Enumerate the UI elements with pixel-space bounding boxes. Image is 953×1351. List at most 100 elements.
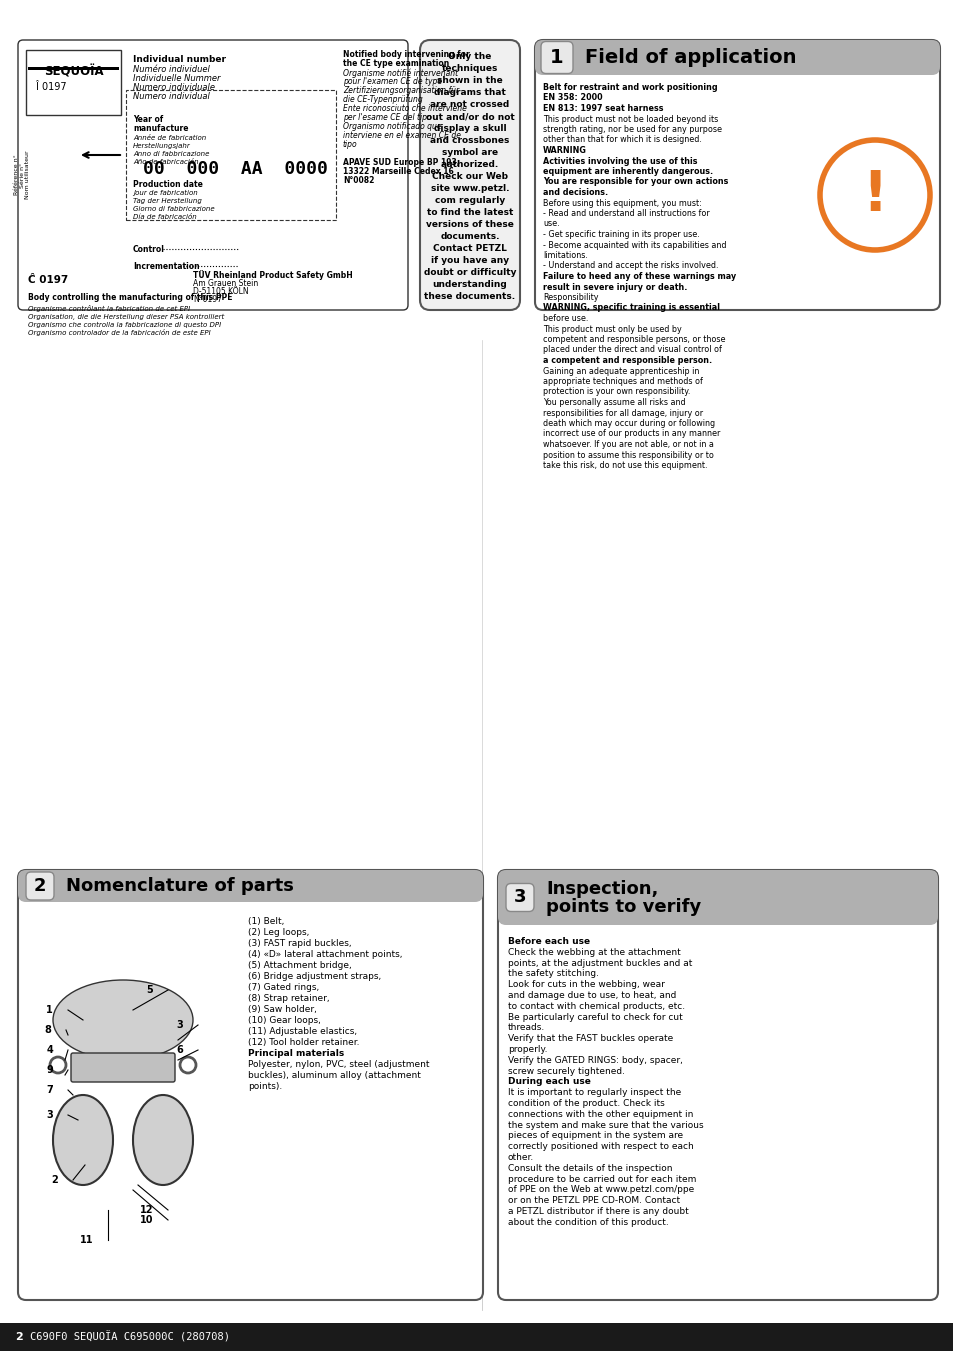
Text: (3) FAST rapid buckles,: (3) FAST rapid buckles,: [248, 939, 352, 948]
Text: 13322 Marseille Cedex 16: 13322 Marseille Cedex 16: [343, 168, 454, 176]
Text: Ente riconosciuto che interviene: Ente riconosciuto che interviene: [343, 104, 466, 113]
Text: Année de fabrication: Année de fabrication: [132, 135, 206, 141]
Text: Numéro individuel: Numéro individuel: [132, 65, 210, 74]
Text: 9: 9: [46, 1065, 53, 1075]
Text: com regularly: com regularly: [435, 196, 504, 205]
Text: Field of application: Field of application: [584, 49, 796, 68]
Text: - Become acquainted with its capabilities and: - Become acquainted with its capabilitie…: [542, 240, 726, 250]
Text: Look for cuts in the webbing, wear: Look for cuts in the webbing, wear: [507, 981, 664, 989]
Text: APAVE SUD Europe BP 193,: APAVE SUD Europe BP 193,: [343, 158, 459, 168]
Text: Herstellungsjahr: Herstellungsjahr: [132, 143, 191, 149]
Text: protection is your own responsibility.: protection is your own responsibility.: [542, 388, 690, 396]
Text: 3: 3: [46, 1111, 53, 1120]
Text: Incrementation: Incrementation: [132, 262, 199, 272]
Text: (7) Gated rings,: (7) Gated rings,: [248, 984, 319, 992]
Text: (12) Tool holder retainer.: (12) Tool holder retainer.: [248, 1038, 359, 1047]
Text: N°0197: N°0197: [193, 295, 222, 304]
Text: techniques: techniques: [441, 63, 497, 73]
Ellipse shape: [53, 979, 193, 1061]
Text: points to verify: points to verify: [545, 898, 700, 916]
Text: Year of: Year of: [132, 115, 163, 124]
Text: Individuelle Nummer: Individuelle Nummer: [132, 74, 220, 82]
Text: Gaining an adequate apprenticeship in: Gaining an adequate apprenticeship in: [542, 366, 699, 376]
Text: placed under the direct and visual control of: placed under the direct and visual contr…: [542, 346, 721, 354]
Text: threads.: threads.: [507, 1024, 545, 1032]
Text: or on the PETZL PPE CD-ROM. Contact: or on the PETZL PPE CD-ROM. Contact: [507, 1196, 679, 1205]
Text: a competent and responsible person.: a competent and responsible person.: [542, 357, 711, 365]
Text: (2) Leg loops,: (2) Leg loops,: [248, 928, 309, 938]
FancyBboxPatch shape: [535, 41, 939, 309]
Text: Individual number: Individual number: [132, 55, 226, 63]
Text: and damage due to use, to heat, and: and damage due to use, to heat, and: [507, 992, 676, 1000]
Text: Body controlling the manufacturing of this PPE: Body controlling the manufacturing of th…: [28, 293, 233, 303]
Text: other than that for which it is designed.: other than that for which it is designed…: [542, 135, 701, 145]
Text: 7: 7: [46, 1085, 53, 1096]
Text: buckles), aluminum alloy (attachment: buckles), aluminum alloy (attachment: [248, 1071, 420, 1079]
Text: documents.: documents.: [439, 232, 499, 240]
Text: Only the: Only the: [448, 51, 491, 61]
Text: !: !: [862, 168, 886, 222]
Text: the system and make sure that the various: the system and make sure that the variou…: [507, 1120, 703, 1129]
Text: interviene en el examen CE de: interviene en el examen CE de: [343, 131, 460, 141]
Text: 3: 3: [514, 889, 526, 907]
Text: D-51105 KÖLN: D-51105 KÖLN: [193, 286, 249, 296]
Text: points).: points).: [248, 1082, 282, 1092]
Text: (6) Bridge adjustment straps,: (6) Bridge adjustment straps,: [248, 971, 381, 981]
Text: Inspection,: Inspection,: [545, 881, 658, 898]
Text: result in severe injury or death.: result in severe injury or death.: [542, 282, 687, 292]
Text: responsibilities for all damage, injury or: responsibilities for all damage, injury …: [542, 408, 702, 417]
Text: Check the webbing at the attachment: Check the webbing at the attachment: [507, 948, 680, 957]
Text: versions of these: versions of these: [426, 220, 514, 230]
Text: C690F0 SEQUOÏA C695000C (280708): C690F0 SEQUOÏA C695000C (280708): [30, 1331, 230, 1343]
Text: and crossbones: and crossbones: [430, 136, 509, 145]
Text: WARNING: WARNING: [542, 146, 586, 155]
Text: Organisation, die die Herstellung dieser PSA kontrolliert: Organisation, die die Herstellung dieser…: [28, 313, 224, 320]
Text: Notified body intervening for: Notified body intervening for: [343, 50, 469, 59]
Text: This product must not be loaded beyond its: This product must not be loaded beyond i…: [542, 115, 718, 123]
Text: shown in the: shown in the: [436, 76, 502, 85]
Text: Organismo che controlla la fabbricazione di questo DPI: Organismo che controlla la fabbricazione…: [28, 322, 221, 328]
Text: the CE type examination: the CE type examination: [343, 59, 449, 68]
Text: Principal materials: Principal materials: [248, 1048, 344, 1058]
Text: 4: 4: [46, 1046, 53, 1055]
Text: Before using this equipment, you must:: Before using this equipment, you must:: [542, 199, 701, 208]
Text: 2: 2: [51, 1175, 58, 1185]
Text: (5) Attachment bridge,: (5) Attachment bridge,: [248, 961, 352, 970]
Text: condition of the product. Check its: condition of the product. Check its: [507, 1098, 664, 1108]
Text: Año de fabricación: Año de fabricación: [132, 159, 198, 165]
Text: 5: 5: [146, 985, 152, 994]
Text: Numero individuale: Numero individuale: [132, 82, 214, 92]
Text: of PPE on the Web at www.petzl.com/ppe: of PPE on the Web at www.petzl.com/ppe: [507, 1185, 694, 1194]
FancyBboxPatch shape: [18, 870, 482, 1300]
Text: out and/or do not: out and/or do not: [425, 112, 514, 122]
Text: N°0082: N°0082: [343, 176, 374, 185]
Text: It is important to regularly inspect the: It is important to regularly inspect the: [507, 1088, 680, 1097]
Bar: [28, 68, 119, 70]
Text: Organismo notificado que: Organismo notificado que: [343, 122, 441, 131]
Text: strength rating, nor be used for any purpose: strength rating, nor be used for any pur…: [542, 126, 721, 134]
Text: Zertifizierungsorganisation für: Zertifizierungsorganisation für: [343, 86, 458, 95]
Text: - Understand and accept the risks involved.: - Understand and accept the risks involv…: [542, 262, 718, 270]
Text: die CE-Typenprüfung: die CE-Typenprüfung: [343, 95, 422, 104]
Text: You are responsible for your own actions: You are responsible for your own actions: [542, 177, 727, 186]
Text: Jour de fabrication: Jour de fabrication: [132, 190, 197, 196]
Text: 8: 8: [44, 1025, 51, 1035]
Text: WARNING, specific training is essential: WARNING, specific training is essential: [542, 304, 720, 312]
FancyBboxPatch shape: [18, 41, 408, 309]
Text: Nomenclature of parts: Nomenclature of parts: [66, 877, 294, 894]
Text: Verify the GATED RINGS: body, spacer,: Verify the GATED RINGS: body, spacer,: [507, 1055, 682, 1065]
Text: (11) Adjustable elastics,: (11) Adjustable elastics,: [248, 1027, 356, 1036]
Text: 11: 11: [79, 1235, 92, 1246]
Text: 2: 2: [15, 1332, 23, 1342]
Text: position to assume this responsibility or to: position to assume this responsibility o…: [542, 450, 713, 459]
Text: Î 0197: Î 0197: [36, 82, 67, 92]
Text: 10: 10: [139, 1215, 152, 1225]
Text: the safety stitching.: the safety stitching.: [507, 970, 598, 978]
Text: 00  000  AA  0000: 00 000 AA 0000: [143, 159, 328, 178]
FancyBboxPatch shape: [71, 1052, 174, 1082]
Text: You personally assume all risks and: You personally assume all risks and: [542, 399, 685, 407]
Text: points, at the adjustment buckles and at: points, at the adjustment buckles and at: [507, 959, 692, 967]
Text: Control: Control: [132, 245, 165, 254]
Text: Consult the details of the inspection: Consult the details of the inspection: [507, 1163, 672, 1173]
Text: Am Grauen Stein: Am Grauen Stein: [193, 280, 258, 288]
